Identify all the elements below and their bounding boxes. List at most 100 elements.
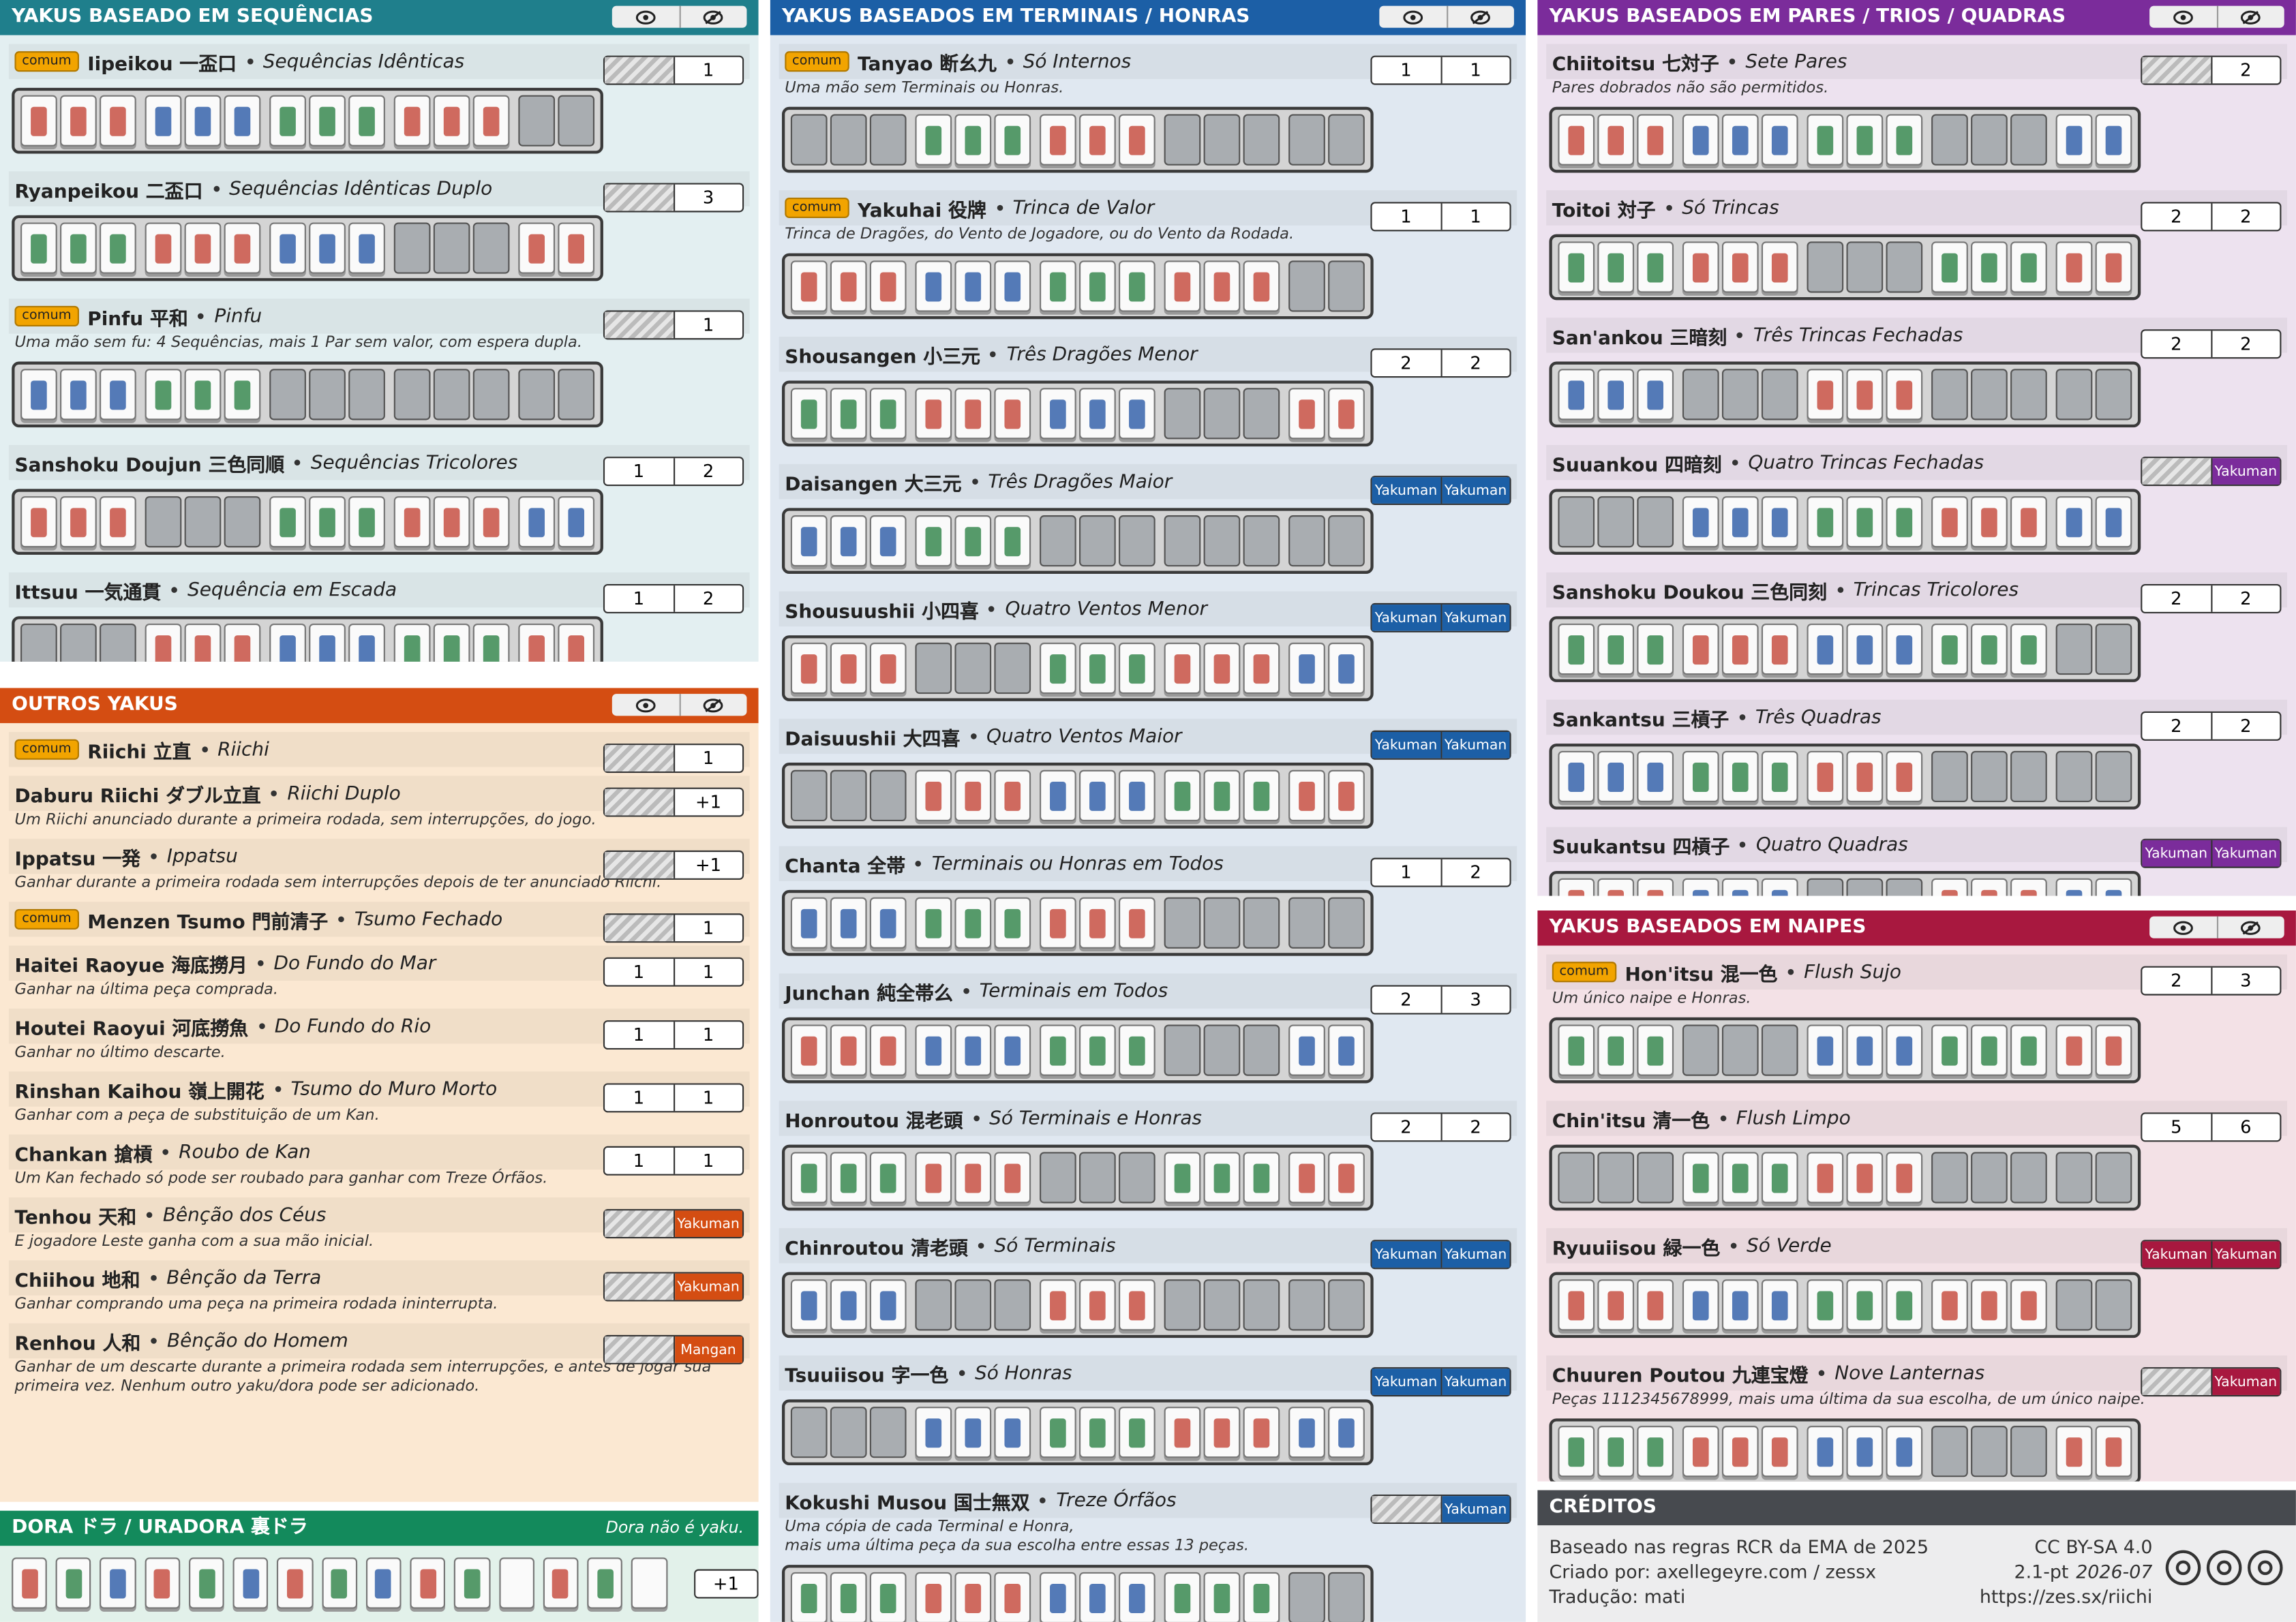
tile-face xyxy=(1981,634,1997,664)
tile-group xyxy=(1807,878,1923,896)
tile-group xyxy=(1040,1407,1155,1458)
tile-face xyxy=(1299,399,1315,429)
hide-button[interactable] xyxy=(2218,6,2284,28)
hide-button[interactable] xyxy=(680,6,747,28)
tile xyxy=(410,1557,446,1609)
hide-button[interactable] xyxy=(680,694,747,716)
tile-face xyxy=(1050,908,1066,938)
tile-face xyxy=(1050,399,1066,429)
tile-face xyxy=(1856,1163,1873,1193)
tile-face xyxy=(1856,380,1873,410)
visibility-toggle[interactable] xyxy=(611,5,747,28)
separator-dot xyxy=(150,1274,157,1281)
tile xyxy=(869,642,907,694)
tile xyxy=(60,222,97,274)
tile xyxy=(558,369,595,420)
yaku: Sanshoku Doukou 三色同刻 Trincas Tricolores 2 2 xyxy=(1537,572,2296,691)
tile-face xyxy=(1253,1418,1270,1448)
show-button[interactable] xyxy=(612,694,680,716)
tile xyxy=(1597,1152,1635,1204)
yaku-name: Sankantsu 三槓子 xyxy=(1552,709,1729,731)
tile xyxy=(1807,1024,1844,1076)
tile xyxy=(1807,1426,1844,1478)
tile-group xyxy=(1288,1024,1365,1076)
tile-face xyxy=(280,634,296,662)
tile-group xyxy=(393,369,510,420)
tile xyxy=(1721,750,1759,803)
han-values: Yakuman xyxy=(2141,1367,2282,1397)
tile-group xyxy=(1931,1024,2047,1076)
section: YAKUS BASEADOS EM TERMINAIS / HONRAS comu… xyxy=(770,0,1526,1622)
tile xyxy=(1558,1279,1595,1331)
separator-dot xyxy=(963,988,969,994)
tile-face xyxy=(1568,1437,1585,1467)
tile xyxy=(994,260,1031,312)
visibility-toggle[interactable] xyxy=(2149,5,2284,28)
tile-face xyxy=(443,106,460,136)
tile-group xyxy=(915,642,1031,694)
tile-face xyxy=(1771,125,1788,155)
yaku-name: Ittsuu 一気通貫 xyxy=(14,581,162,605)
visibility-toggle[interactable] xyxy=(1379,5,1514,28)
tile-group xyxy=(145,222,261,274)
yaku-description: Pares dobrados não são permitidos. xyxy=(1552,78,1829,97)
tile xyxy=(869,388,907,440)
han-unavailable xyxy=(605,915,675,942)
tile xyxy=(1971,1426,2008,1478)
han-values: Yakuman xyxy=(1370,1495,1511,1524)
tile-face xyxy=(2021,889,2037,896)
tile-face xyxy=(879,1582,896,1612)
separator-dot xyxy=(1732,459,1738,466)
tile-face xyxy=(965,399,982,429)
tile-face xyxy=(1692,1163,1709,1193)
show-button[interactable] xyxy=(1379,5,1448,28)
tile-face xyxy=(1338,1418,1355,1448)
tile-face xyxy=(2105,125,2122,155)
han-values: 1 xyxy=(603,55,744,85)
tile-group xyxy=(790,769,907,821)
yaku-translation: Tsumo Fechado xyxy=(354,908,503,930)
tile-face xyxy=(234,106,251,136)
tile xyxy=(309,624,346,662)
separator-dot xyxy=(1818,1370,1825,1377)
tile-face xyxy=(1771,1163,1788,1193)
han-value: Yakuman xyxy=(2211,1241,2280,1268)
tile-face xyxy=(1089,399,1106,429)
tile xyxy=(1971,1152,2008,1204)
tile xyxy=(1040,260,1076,312)
tile xyxy=(954,642,992,694)
tile-face xyxy=(1213,654,1230,683)
yaku-translation: Do Fundo do Rio xyxy=(274,1015,432,1037)
tile xyxy=(1807,624,1844,675)
tile xyxy=(2095,624,2132,675)
tile-face xyxy=(1568,761,1585,791)
tile xyxy=(1558,114,1595,166)
tile-group xyxy=(1931,1279,2047,1331)
hide-button[interactable] xyxy=(1447,6,1514,28)
tile xyxy=(1243,388,1280,440)
han-value: 1 xyxy=(702,314,714,335)
tile-group xyxy=(915,1279,1031,1331)
visibility-toggle[interactable] xyxy=(2149,916,2284,938)
show-button[interactable] xyxy=(2149,916,2218,938)
show-button[interactable] xyxy=(2149,5,2218,28)
tile xyxy=(869,1572,907,1622)
tile xyxy=(1118,515,1155,567)
tile-face xyxy=(925,1418,942,1448)
yaku-translation: Sequências Idênticas Duplo xyxy=(229,177,493,200)
tile-face xyxy=(1942,507,1958,537)
tile xyxy=(1288,769,1325,821)
han-value: 2 xyxy=(1372,1114,1442,1141)
tile-group xyxy=(269,222,385,274)
yaku-name: Toitoi 対子 xyxy=(1552,200,1656,222)
hide-button[interactable] xyxy=(2218,917,2284,938)
show-button[interactable] xyxy=(612,5,680,28)
han-value: Yakuman xyxy=(2211,1368,2280,1395)
tile-group xyxy=(1807,1426,1923,1478)
visibility-toggle[interactable] xyxy=(611,694,747,716)
tile-group xyxy=(915,769,1031,821)
tile xyxy=(915,1407,952,1458)
